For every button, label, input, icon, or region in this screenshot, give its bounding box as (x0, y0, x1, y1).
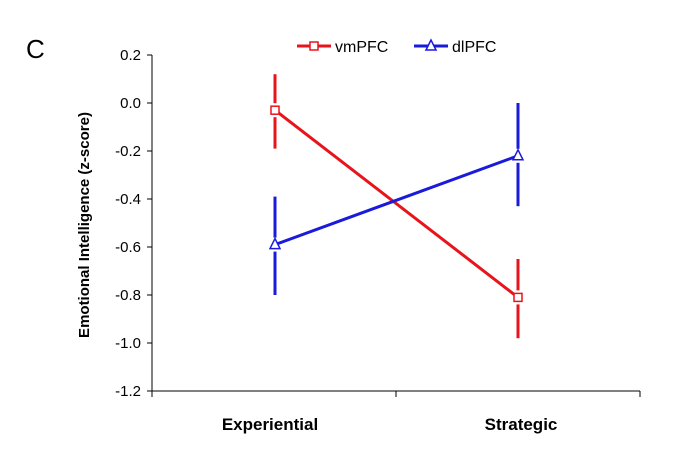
series-line-dlPFC (274, 154, 519, 247)
x-category-label: Experiential (222, 415, 318, 434)
data-point-vmPFC (513, 292, 523, 303)
data-point-vmPFC (270, 105, 280, 115)
legend-label-vmPFC: vmPFC (335, 39, 388, 56)
x-category-label: Strategic (485, 415, 558, 434)
y-tick-label: -0.6 (115, 239, 141, 256)
y-tick-label: 0.2 (120, 47, 141, 64)
legend-marker-dlPFC (424, 38, 438, 51)
y-tick-label: -0.8 (115, 287, 141, 304)
y-tick-label: 0.0 (120, 95, 141, 112)
data-point-dlPFC (511, 148, 525, 161)
y-tick-label: -0.2 (115, 143, 141, 160)
axes: -1.2 -1.0 -0.8 -0.6 -0.4 -0.2 0.0 0.2 Experienti… (115, 47, 641, 434)
panel-label: C (26, 34, 45, 64)
legend: vmPFC dlPFC (297, 38, 496, 56)
data-point-dlPFC (268, 236, 282, 250)
y-tick-label: -0.4 (115, 191, 141, 208)
legend-label-dlPFC: dlPFC (452, 39, 496, 56)
series-line-vmPFC (274, 109, 519, 299)
y-tick-label: -1.0 (115, 335, 141, 352)
y-tick-label: -1.2 (115, 383, 141, 400)
series-layer (268, 74, 525, 339)
legend-marker-vmPFC (309, 41, 319, 51)
y-axis-label: Emotional Intelligence (z-score) (76, 112, 93, 338)
